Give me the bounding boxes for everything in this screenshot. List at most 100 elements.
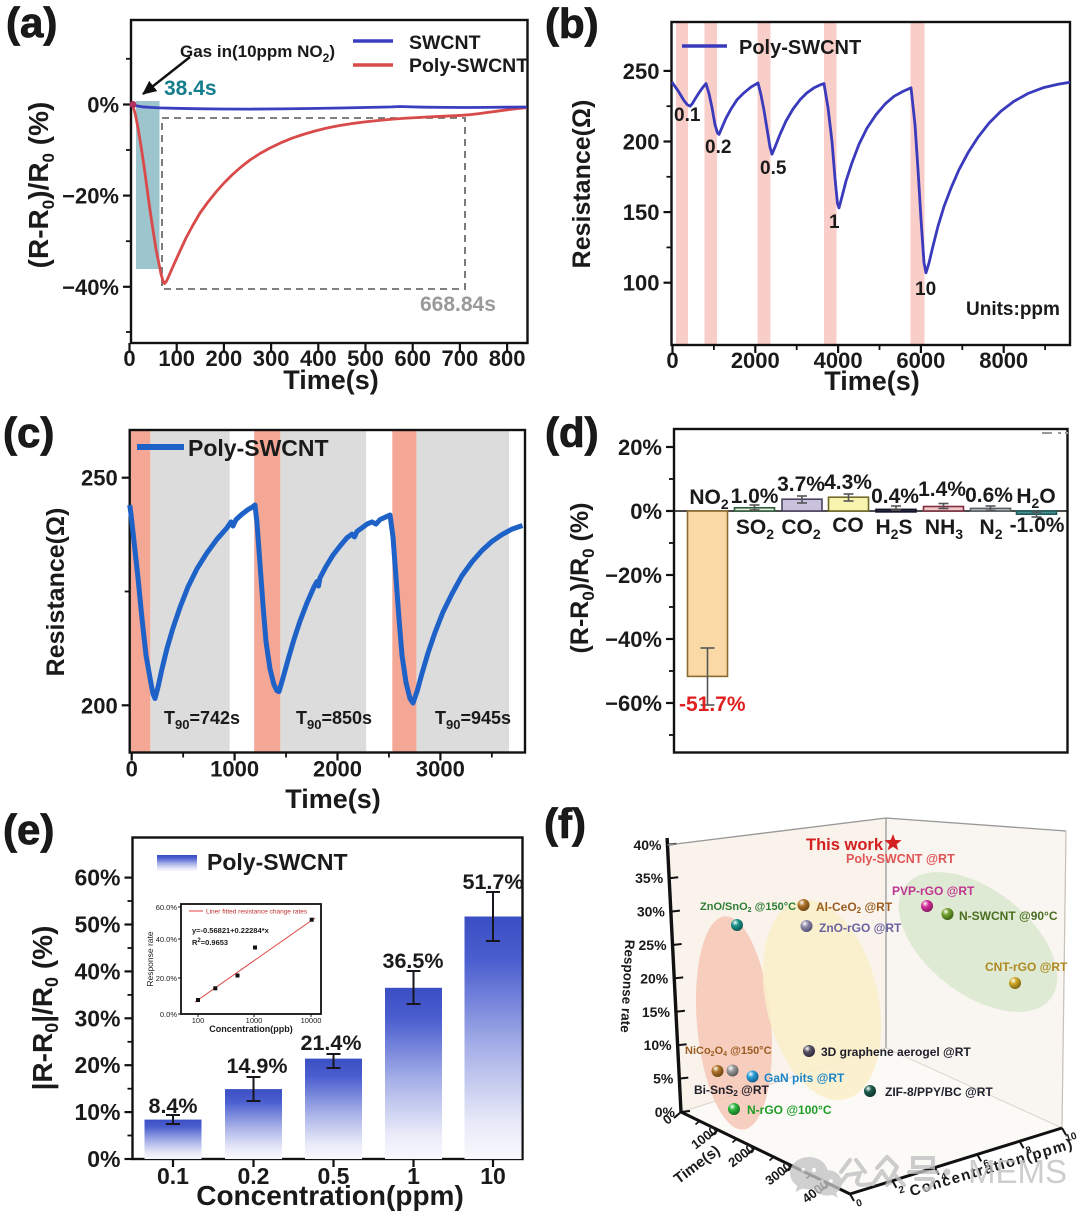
- svg-text:H2S: H2S: [876, 516, 913, 542]
- svg-text:Gas in(10ppm NO2): Gas in(10ppm NO2): [180, 42, 335, 65]
- svg-text:200: 200: [81, 693, 118, 718]
- svg-text:100: 100: [158, 346, 195, 371]
- svg-text:−60%: −60%: [605, 691, 662, 716]
- svg-text:Poly-SWCNT: Poly-SWCNT: [207, 849, 348, 875]
- svg-text:3.7%: 3.7%: [777, 473, 825, 496]
- svg-text:40.0%: 40.0%: [156, 935, 178, 944]
- svg-text:0%: 0%: [630, 499, 662, 524]
- svg-text:Bi-SnS2​ @RT: Bi-SnS2​ @RT: [694, 1083, 769, 1098]
- svg-text:0%: 0%: [87, 1146, 120, 1172]
- svg-text:10: 10: [915, 279, 936, 300]
- svg-text:1000: 1000: [210, 757, 259, 782]
- svg-text:35%: 35%: [635, 870, 664, 886]
- svg-text:Poly-SWCNT: Poly-SWCNT: [739, 37, 861, 59]
- svg-text:GaN pits @RT: GaN pits @RT: [764, 1071, 845, 1085]
- svg-text:Units:ppm: Units:ppm: [966, 299, 1060, 320]
- svg-text:30%: 30%: [637, 904, 666, 920]
- svg-text:Time(s): Time(s): [824, 366, 920, 396]
- svg-text:4.3%: 4.3%: [824, 471, 872, 494]
- svg-text:2: 2: [897, 1184, 906, 1196]
- svg-text:−40%: −40%: [62, 275, 119, 300]
- svg-text:(a): (a): [6, 0, 57, 46]
- svg-text:10%: 10%: [74, 1099, 120, 1125]
- svg-text:Response rate: Response rate: [618, 939, 638, 1033]
- svg-text:400: 400: [300, 346, 337, 371]
- svg-text:N-SWCNT @90°C: N-SWCNT @90°C: [959, 909, 1058, 923]
- svg-text:8: 8: [1025, 1145, 1034, 1157]
- svg-text:800: 800: [489, 346, 526, 371]
- svg-text:100: 100: [192, 1016, 205, 1025]
- svg-text:8000: 8000: [979, 348, 1028, 373]
- svg-text:0: 0: [126, 757, 138, 782]
- svg-text:21.4%: 21.4%: [301, 1031, 362, 1055]
- svg-text:Concentration(ppb): Concentration(ppb): [209, 1024, 293, 1034]
- svg-text:CNT-rGO @RT: CNT-rGO @RT: [985, 960, 1068, 974]
- svg-text:600: 600: [394, 346, 431, 371]
- svg-text:10000: 10000: [301, 1016, 322, 1025]
- svg-text:(d): (d): [545, 409, 599, 456]
- svg-text:PVP-rGO @RT: PVP-rGO @RT: [892, 884, 975, 898]
- svg-text:1: 1: [407, 1163, 420, 1189]
- svg-text:300: 300: [253, 346, 290, 371]
- svg-text:38.4s: 38.4s: [164, 77, 217, 100]
- svg-text:ZnO/SnO2​ @150°C: ZnO/SnO2​ @150°C: [700, 901, 796, 914]
- svg-text:250: 250: [623, 59, 660, 84]
- svg-text:(f): (f): [544, 800, 586, 847]
- svg-text:ZIF-8/PPY/BC @RT: ZIF-8/PPY/BC @RT: [885, 1085, 993, 1099]
- svg-text:0.5: 0.5: [318, 1163, 350, 1189]
- svg-text:700: 700: [442, 346, 479, 371]
- svg-text:0%: 0%: [87, 93, 119, 118]
- svg-text:10: 10: [1064, 1131, 1078, 1145]
- svg-text:1000: 1000: [246, 1016, 263, 1025]
- svg-text:200: 200: [206, 346, 243, 371]
- svg-text:20.0%: 20.0%: [156, 974, 178, 983]
- svg-text:0.6%: 0.6%: [965, 484, 1013, 507]
- svg-text:CO: CO: [832, 514, 864, 537]
- svg-text:0.2: 0.2: [705, 137, 731, 158]
- svg-text:0.4%: 0.4%: [871, 485, 919, 508]
- svg-text:20%: 20%: [618, 435, 662, 460]
- svg-text:-51.7%: -51.7%: [679, 693, 746, 716]
- svg-text:3000: 3000: [416, 757, 465, 782]
- svg-text:Poly-SWCNT @RT: Poly-SWCNT @RT: [846, 852, 955, 866]
- svg-text:Response rate: Response rate: [145, 931, 155, 987]
- svg-text:R2=0.9653: R2=0.9653: [192, 938, 228, 947]
- svg-text:500: 500: [347, 346, 384, 371]
- svg-text:0.1: 0.1: [157, 1163, 189, 1189]
- svg-text:4: 4: [940, 1171, 949, 1183]
- svg-text:Resistance(Ω): Resistance(Ω): [42, 508, 70, 677]
- svg-text:MEMS: MEMS: [968, 1153, 1067, 1190]
- svg-text:(R-R0)/R0 (%): (R-R0)/R0 (%): [23, 102, 58, 269]
- svg-text:−20%: −20%: [62, 184, 119, 209]
- svg-text:6000: 6000: [896, 348, 945, 373]
- svg-text:1.0%: 1.0%: [731, 485, 779, 508]
- svg-text:1.4%: 1.4%: [918, 478, 966, 501]
- svg-text:0.0%: 0.0%: [160, 1010, 177, 1019]
- svg-text:−20%: −20%: [605, 563, 662, 588]
- svg-text:(e): (e): [3, 806, 54, 853]
- svg-text:40%: 40%: [633, 837, 662, 853]
- svg-text:51.7%: 51.7%: [463, 870, 524, 894]
- svg-text:(c): (c): [3, 409, 54, 456]
- svg-text:Liner fitted resistance change: Liner fitted resistance change rates: [206, 909, 308, 916]
- svg-text:2000: 2000: [731, 348, 780, 373]
- svg-text:0%: 0%: [655, 1104, 676, 1120]
- svg-text:668.84s: 668.84s: [420, 293, 496, 316]
- svg-text:14.9%: 14.9%: [227, 1054, 288, 1078]
- svg-text:SWCNT: SWCNT: [409, 32, 481, 54]
- svg-text:0: 0: [123, 346, 135, 371]
- svg-text:Poly-SWCNT: Poly-SWCNT: [188, 435, 329, 461]
- svg-text:|R-R0|/R0 (%): |R-R0|/R0 (%): [27, 926, 62, 1091]
- svg-text:0.1: 0.1: [674, 105, 701, 126]
- svg-text:20%: 20%: [640, 970, 669, 986]
- svg-text:Al-CeO2​ @RT: Al-CeO2​ @RT: [816, 900, 893, 915]
- svg-text:Poly-SWCNT: Poly-SWCNT: [409, 55, 528, 77]
- svg-text:y=-0.56821+0.22284*x: y=-0.56821+0.22284*x: [192, 926, 270, 935]
- svg-text:NiCo2​O4​ @150°C: NiCo2​O4​ @150°C: [685, 1045, 772, 1058]
- svg-text:200: 200: [623, 130, 660, 155]
- svg-text:This work: This work: [806, 836, 884, 854]
- svg-text:60.0%: 60.0%: [156, 903, 178, 912]
- svg-text:250: 250: [81, 466, 118, 491]
- svg-text:150: 150: [623, 200, 660, 225]
- svg-text:36.5%: 36.5%: [383, 949, 444, 973]
